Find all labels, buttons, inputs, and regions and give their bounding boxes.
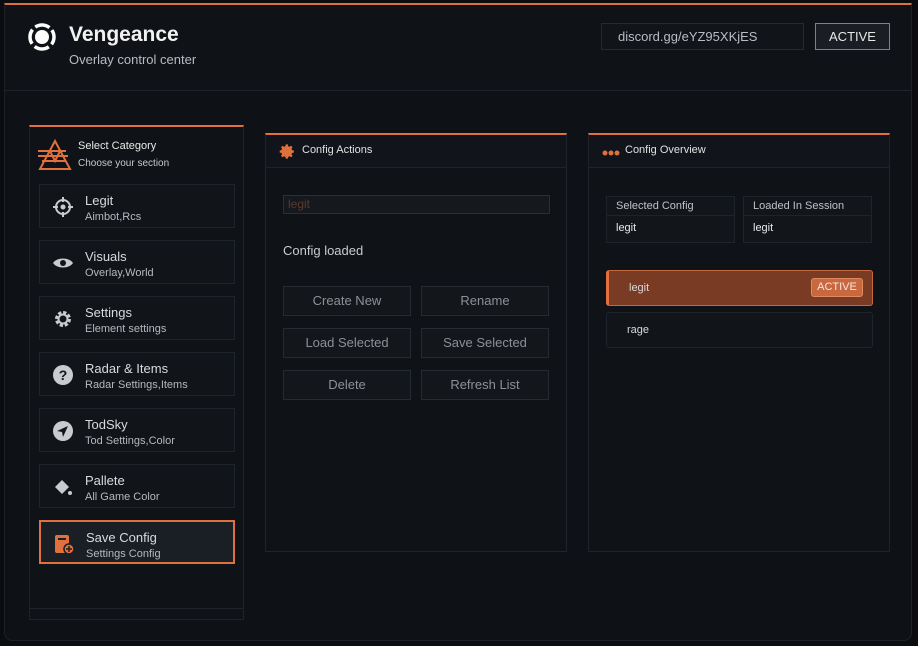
gear-icon [279, 144, 294, 159]
config-actions-panel: Config Actions legit Config loaded Creat… [265, 133, 567, 552]
app-window: Vengeance Overlay control center discord… [4, 3, 912, 641]
loaded-session-box: Loaded In Session legit [743, 196, 872, 243]
config-item-rage[interactable]: rage [606, 312, 873, 348]
svg-text:?: ? [59, 367, 68, 383]
app-title: Vengeance [69, 23, 179, 46]
sidebar-item-save-config[interactable]: Save Config Settings Config [39, 520, 235, 564]
sidebar-item-legit[interactable]: Legit Aimbot,Rcs [39, 184, 235, 228]
category-title: Select Category [78, 140, 157, 152]
sidebar-item-subtitle: Tod Settings,Color [85, 435, 175, 447]
refresh-list-button[interactable]: Refresh List [421, 370, 549, 400]
sidebar-item-visuals[interactable]: Visuals Overlay,World [39, 240, 235, 284]
sidebar-item-radar-items[interactable]: ? Radar & Items Radar Settings,Items [39, 352, 235, 396]
sidebar-divider [30, 608, 243, 609]
panel-header: Config Actions [266, 135, 566, 168]
loaded-session-label: Loaded In Session [744, 197, 871, 216]
config-overview-panel: Config Overview Selected Config legit Lo… [588, 133, 890, 552]
config-item-legit[interactable]: legit ACTIVE [606, 270, 873, 306]
sidebar-item-subtitle: Settings Config [86, 548, 161, 560]
sidebar-item-todsky[interactable]: TodSky Tod Settings,Color [39, 408, 235, 452]
active-status-button[interactable]: ACTIVE [815, 23, 890, 50]
sidebar-item-label: TodSky [85, 417, 128, 432]
discord-link[interactable]: discord.gg/eYZ95XKjES [601, 23, 804, 50]
panel-title: Config Overview [625, 144, 706, 156]
question-icon: ? [53, 365, 73, 385]
paint-bucket-icon [55, 480, 72, 495]
config-name-input[interactable]: legit [283, 195, 550, 214]
sidebar-item-subtitle: Element settings [85, 323, 167, 335]
sidebar-item-label: Radar & Items [85, 361, 169, 376]
sidebar-item-label: Legit [85, 193, 114, 208]
category-sidebar: Select Category Choose your section Legi… [29, 125, 244, 620]
selected-config-box: Selected Config legit [606, 196, 735, 243]
panel-title: Config Actions [302, 144, 373, 156]
loaded-session-value: legit [753, 222, 774, 234]
send-icon [53, 421, 73, 441]
dots-icon [602, 150, 620, 156]
sidebar-item-pallete[interactable]: Pallete All Game Color [39, 464, 235, 508]
active-badge: ACTIVE [811, 278, 863, 297]
sidebar-item-settings[interactable]: Settings Element settings [39, 296, 235, 340]
gear-icon [55, 311, 71, 327]
logo-icon [28, 23, 56, 51]
delete-button[interactable]: Delete [283, 370, 411, 400]
selected-config-label: Selected Config [607, 197, 734, 216]
eye-icon [53, 258, 73, 268]
header: Vengeance Overlay control center discord… [5, 5, 911, 91]
save-config-icon [55, 535, 75, 555]
config-name: legit [629, 282, 650, 294]
sidebar-item-label: Pallete [85, 473, 125, 488]
sidebar-item-label: Visuals [85, 249, 127, 264]
sidebar-item-subtitle: Radar Settings,Items [85, 379, 188, 391]
config-name: rage [627, 324, 650, 336]
category-header: Select Category Choose your section [38, 135, 238, 177]
sidebar-item-label: Save Config [86, 530, 157, 545]
status-text: Config loaded [283, 243, 364, 258]
sidebar-item-label: Settings [85, 305, 132, 320]
save-selected-button[interactable]: Save Selected [421, 328, 549, 358]
app-subtitle: Overlay control center [69, 52, 197, 67]
sidebar-item-subtitle: Aimbot,Rcs [85, 211, 142, 223]
sidebar-item-subtitle: Overlay,World [85, 267, 154, 279]
selected-config-value: legit [616, 222, 637, 234]
category-subtitle: Choose your section [78, 158, 170, 169]
load-selected-button[interactable]: Load Selected [283, 328, 411, 358]
panel-header: Config Overview [589, 135, 889, 168]
category-logo-icon [38, 139, 72, 170]
create-new-button[interactable]: Create New [283, 286, 411, 316]
rename-button[interactable]: Rename [421, 286, 549, 316]
crosshair-icon [53, 197, 73, 217]
sidebar-item-subtitle: All Game Color [85, 491, 160, 503]
